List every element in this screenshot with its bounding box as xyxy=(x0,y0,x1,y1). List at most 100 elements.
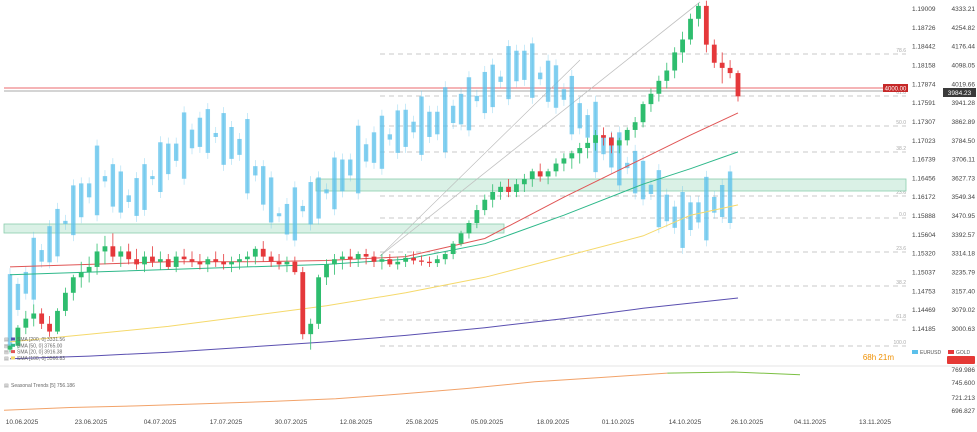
gold-candle-body[interactable] xyxy=(237,259,242,262)
eurusd-candle xyxy=(79,183,84,218)
gold-candle-body[interactable] xyxy=(78,272,84,278)
gold-candle-body[interactable] xyxy=(165,259,171,267)
gold-candle-body[interactable] xyxy=(134,259,140,265)
gold-candle-body[interactable] xyxy=(292,261,298,273)
gold-candle-body[interactable] xyxy=(624,129,630,141)
gold-candle-body[interactable] xyxy=(482,199,488,211)
gold-candle-body[interactable] xyxy=(703,5,709,45)
gold-candle-body[interactable] xyxy=(387,259,393,265)
gold-candle-body[interactable] xyxy=(593,135,598,143)
gold-candle-body[interactable] xyxy=(86,266,92,273)
eurusd-candle xyxy=(261,166,266,205)
gold-candle-body[interactable] xyxy=(442,254,448,260)
gold-candle-body[interactable] xyxy=(332,259,337,265)
gold-candle-body[interactable] xyxy=(252,248,258,257)
gold-candle-body[interactable] xyxy=(569,153,575,159)
gold-candle-body[interactable] xyxy=(411,257,416,261)
gold-candle-body[interactable] xyxy=(339,256,345,260)
gold-candle-body[interactable] xyxy=(648,93,654,105)
gold-candle-body[interactable] xyxy=(680,39,686,53)
gold-candle-body[interactable] xyxy=(126,251,132,260)
gold-candle-body[interactable] xyxy=(173,256,179,267)
gold-candle-body[interactable] xyxy=(205,259,211,265)
gold-candle-body[interactable] xyxy=(260,248,266,257)
gold-candle-body[interactable] xyxy=(47,323,52,332)
gold-candle-body[interactable] xyxy=(688,18,693,40)
gold-candle-body[interactable] xyxy=(466,223,472,234)
eurusd-candle xyxy=(569,75,575,135)
gold-candle-body[interactable] xyxy=(458,233,464,244)
gold-candle-body[interactable] xyxy=(727,67,733,74)
gold-candle-body[interactable] xyxy=(561,158,567,164)
gold-candle-body[interactable] xyxy=(39,313,45,324)
gold-candle-body[interactable] xyxy=(62,292,68,311)
gold-candle-body[interactable] xyxy=(110,246,116,257)
gold-candle-body[interactable] xyxy=(529,171,535,180)
gold-candle-body[interactable] xyxy=(189,259,195,262)
gold-candle-body[interactable] xyxy=(490,191,496,200)
gold-candle-body[interactable] xyxy=(585,142,591,149)
gold-candle-body[interactable] xyxy=(7,345,13,350)
gold-candle-body[interactable] xyxy=(324,264,329,278)
gold-candle-body[interactable] xyxy=(213,259,219,262)
gold-candle-body[interactable] xyxy=(696,5,701,19)
gold-candle-body[interactable] xyxy=(31,313,37,319)
gold-candle-body[interactable] xyxy=(403,257,409,262)
gold-candle-body[interactable] xyxy=(379,259,385,262)
gold-candle-body[interactable] xyxy=(601,135,606,138)
gold-candle-body[interactable] xyxy=(268,256,274,262)
gold-candle-body[interactable] xyxy=(426,261,432,264)
gold-candle-body[interactable] xyxy=(577,148,583,154)
gold-candle-body[interactable] xyxy=(244,256,250,260)
gold-candle-body[interactable] xyxy=(347,256,353,260)
gold-candle-body[interactable] xyxy=(221,261,227,265)
gold-candle-body[interactable] xyxy=(55,310,60,332)
gold-candle-body[interactable] xyxy=(656,80,662,94)
gold-candle-body[interactable] xyxy=(94,251,100,267)
gold-candle-body[interactable] xyxy=(537,171,543,177)
gold-candle-body[interactable] xyxy=(300,272,306,335)
fib-level-label: 50.0 xyxy=(896,120,906,126)
gold-candle-body[interactable] xyxy=(102,246,108,252)
eurusd-candle xyxy=(712,196,717,213)
gold-candle-body[interactable] xyxy=(355,254,361,260)
gold-candle-body[interactable] xyxy=(450,243,456,255)
gold-candle-body[interactable] xyxy=(308,323,314,335)
gold-candle-body[interactable] xyxy=(664,70,670,81)
gold-candle-body[interactable] xyxy=(640,104,646,123)
gold-candle-body[interactable] xyxy=(514,184,519,192)
gold-candle-body[interactable] xyxy=(498,186,504,192)
gold-candle-body[interactable] xyxy=(545,171,551,177)
gold-candle-body[interactable] xyxy=(363,254,369,257)
gold-candle-body[interactable] xyxy=(632,122,638,130)
gold-candle-body[interactable] xyxy=(395,261,401,265)
gold-candle-body[interactable] xyxy=(150,256,155,262)
gold-candle-body[interactable] xyxy=(181,256,187,260)
gold-candle-body[interactable] xyxy=(142,256,147,265)
gold-candle-body[interactable] xyxy=(316,277,322,324)
eurusd-candle xyxy=(696,202,701,223)
gold-candle-body[interactable] xyxy=(608,137,614,146)
gold-candle-body[interactable] xyxy=(197,261,203,265)
gold-candle-body[interactable] xyxy=(157,259,163,262)
gold-candle-body[interactable] xyxy=(371,256,377,262)
gold-candle-body[interactable] xyxy=(284,261,290,265)
gold-candle-body[interactable] xyxy=(70,277,76,293)
gold-candle-body[interactable] xyxy=(419,260,424,262)
gold-candle-body[interactable] xyxy=(229,261,234,265)
gold-candle-body[interactable] xyxy=(276,261,282,265)
gold-candle-body[interactable] xyxy=(521,179,527,185)
gold-candle-body[interactable] xyxy=(506,186,511,192)
gold-candle-body[interactable] xyxy=(616,140,622,146)
gold-candle-body[interactable] xyxy=(23,318,29,328)
gold-candle-body[interactable] xyxy=(735,73,741,97)
gold-candle-body[interactable] xyxy=(719,62,725,68)
gold-candle-body[interactable] xyxy=(711,44,717,63)
gold-candle-body[interactable] xyxy=(15,327,21,346)
gold-candle-body[interactable] xyxy=(672,52,678,71)
gold-candle-body[interactable] xyxy=(434,259,440,264)
gold-candle-body[interactable] xyxy=(474,210,480,224)
gold-candle-body[interactable] xyxy=(553,163,559,172)
gold-candle-body[interactable] xyxy=(118,251,124,257)
